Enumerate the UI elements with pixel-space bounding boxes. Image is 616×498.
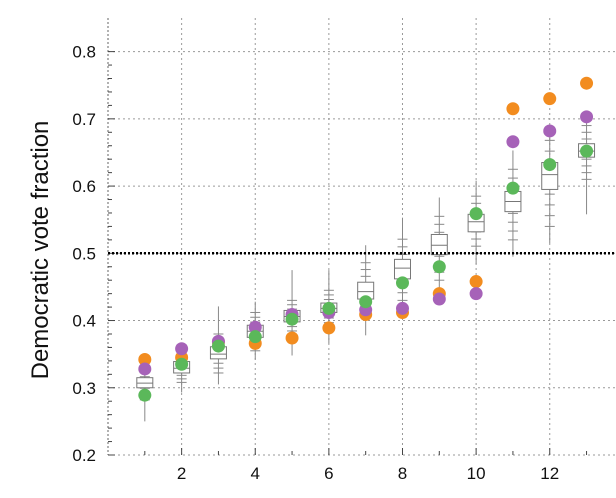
data-point	[248, 320, 262, 334]
data-point	[322, 321, 336, 335]
x-tick-label: 4	[251, 464, 260, 483]
data-point	[285, 331, 299, 345]
x-tick-label: 8	[398, 464, 407, 483]
y-tick-label: 0.7	[72, 110, 96, 129]
data-point	[543, 92, 557, 106]
data-point	[469, 207, 483, 221]
y-axis-title: Democratic vote fraction	[27, 121, 54, 380]
data-point	[175, 357, 189, 371]
data-point	[543, 158, 557, 172]
data-point	[580, 76, 594, 90]
data-point	[580, 110, 594, 124]
y-tick-label: 0.3	[72, 379, 96, 398]
data-point	[322, 301, 336, 315]
data-point	[138, 362, 152, 376]
y-tick-label: 0.4	[72, 312, 96, 331]
data-point	[543, 124, 557, 138]
data-point	[138, 388, 152, 402]
data-point	[248, 330, 262, 344]
data-point	[432, 292, 446, 306]
y-tick-label: 0.2	[72, 446, 96, 465]
y-tick-label: 0.8	[72, 43, 96, 62]
data-points	[138, 76, 594, 402]
data-point	[211, 339, 225, 353]
box-body	[430, 233, 448, 256]
box-body	[393, 258, 411, 280]
data-point	[359, 295, 373, 309]
data-point	[432, 260, 446, 274]
data-point	[469, 287, 483, 301]
axes	[107, 18, 588, 456]
x-tick-label: 2	[177, 464, 186, 483]
boxplots	[136, 118, 596, 422]
data-point	[506, 102, 520, 116]
data-point	[469, 275, 483, 289]
data-point	[506, 135, 520, 149]
data-point	[138, 353, 152, 367]
y-tick-label: 0.6	[72, 177, 96, 196]
data-point	[395, 276, 409, 290]
data-point	[395, 301, 409, 315]
data-point	[580, 144, 594, 158]
x-tick-label: 10	[467, 464, 486, 483]
x-tick-label: 6	[324, 464, 333, 483]
data-point	[506, 181, 520, 195]
data-point	[175, 342, 189, 356]
grid-lines	[108, 18, 616, 456]
x-tick-label: 12	[540, 464, 559, 483]
tick-labels: 0.2 0.3 0.4 0.5 0.6 0.7 0.8 2 4 6 8 10 12	[72, 43, 559, 483]
data-point	[285, 312, 299, 326]
y-tick-label: 0.5	[72, 244, 96, 263]
